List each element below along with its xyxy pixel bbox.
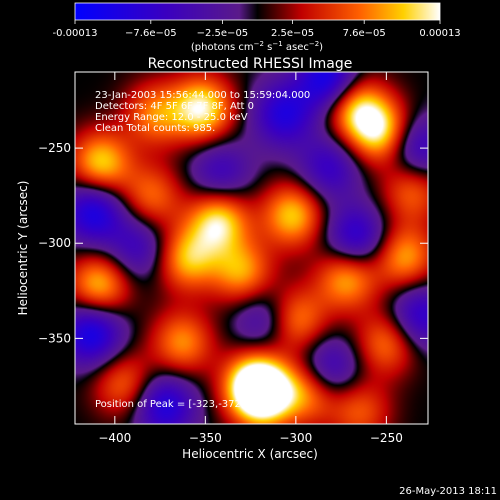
x-tick-label: −250 xyxy=(370,431,403,445)
chart-title: Reconstructed RHESSI Image xyxy=(148,56,353,72)
colorbar: -0.00013 −7.6e−05 −2.5e−05 2.5e−05 7.6e−05 0.… xyxy=(53,2,461,53)
annotation-energy-range: Energy Range: 12.0 - 25.0 keV xyxy=(95,112,248,123)
y-axis-label: Heliocentric Y (arcsec) xyxy=(16,181,30,316)
colorbar-frame xyxy=(74,2,441,21)
colorbar-tick-label: −2.5e−05 xyxy=(197,28,249,39)
plot-frame xyxy=(74,71,429,425)
annotation-time-range: 23-Jan-2003 15:56:44.000 to 15:59:04.000 xyxy=(95,90,310,101)
colorbar-unit-label: (photons cm−2 s−1 asec−2) xyxy=(191,40,323,53)
colorbar-tick-label: 7.6e−05 xyxy=(343,28,386,39)
annotation-peak-position: Position of Peak = [-323,-372] xyxy=(95,399,245,410)
colorbar-tick-label: 0.00013 xyxy=(419,28,460,39)
colorbar-gradient xyxy=(75,3,440,20)
annotation-clean-counts: Clean Total counts: 985. xyxy=(95,123,215,134)
y-tick-label: −350 xyxy=(38,331,71,345)
x-tick-label: −300 xyxy=(279,431,312,445)
x-tick-label: −400 xyxy=(98,431,131,445)
plot-area: −400 −350 −300 −250 −250 −300 −350 xyxy=(38,71,429,445)
footer-timestamp: 26-May-2013 18:11 xyxy=(399,486,497,497)
colorbar-tick-label: −7.6e−05 xyxy=(125,28,177,39)
y-tick-label: −250 xyxy=(38,141,71,155)
annotation-detectors: Detectors: 4F 5F 6F 7F 8F, Att 0 xyxy=(95,101,254,112)
annotations: 23-Jan-2003 15:56:44.000 to 15:59:04.000… xyxy=(95,90,310,410)
y-tick-label: −300 xyxy=(38,236,71,250)
colorbar-tick-label: -0.00013 xyxy=(53,28,98,39)
heatmap-image xyxy=(75,72,428,424)
colorbar-tick-label: 2.5e−05 xyxy=(271,28,314,39)
x-axis-label: Heliocentric X (arcsec) xyxy=(182,447,318,461)
colorbar-ticks: -0.00013 −7.6e−05 −2.5e−05 2.5e−05 7.6e−05 0.… xyxy=(53,20,461,39)
axis-ticks: −400 −350 −300 −250 −250 −300 −350 xyxy=(38,72,428,445)
x-tick-label: −350 xyxy=(189,431,222,445)
